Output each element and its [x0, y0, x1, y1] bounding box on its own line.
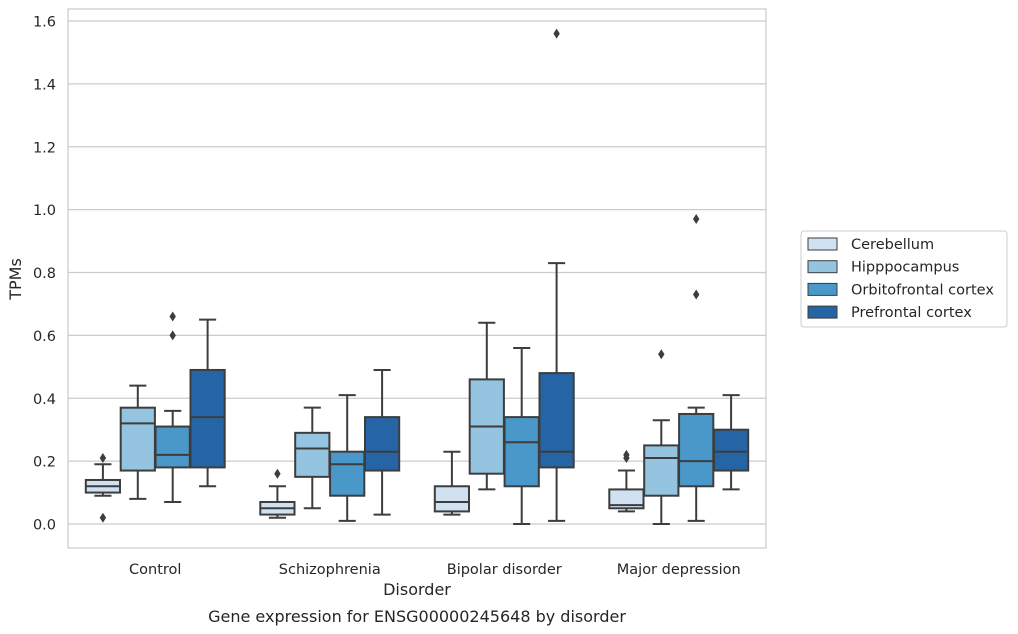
box-group — [433, 450, 471, 516]
y-tick-label: 0.8 — [33, 266, 56, 282]
legend-label: Hipppocampus — [851, 260, 959, 276]
y-tick-label: 0.4 — [33, 392, 56, 408]
y-axis-label: TPMs — [6, 258, 25, 301]
box-group — [538, 28, 575, 522]
legend: Cerebellum Hipppocampus Orbitofrontal cort… — [800, 230, 1008, 328]
box — [538, 372, 575, 469]
y-tick-label: 1.6 — [33, 15, 56, 31]
x-tick-label: Major depression — [617, 562, 741, 578]
legend-swatch — [807, 282, 838, 296]
y-tick-label: 0.0 — [33, 518, 56, 534]
x-tick-label: Bipolar disorder — [447, 562, 562, 578]
box-group — [712, 394, 750, 491]
box — [433, 485, 471, 513]
box-group — [503, 346, 540, 525]
outlier-point — [693, 214, 700, 225]
legend-frame — [800, 230, 1008, 328]
y-tick-label: 0.2 — [33, 455, 56, 471]
box-group — [608, 449, 645, 513]
outlier-point — [169, 330, 176, 341]
outlier-point — [623, 449, 630, 460]
plot-frame — [67, 8, 767, 549]
y-tick-label: 1.2 — [33, 140, 56, 156]
box-group — [84, 452, 122, 523]
legend-label: Orbitofrontal cortex — [851, 282, 994, 298]
box-group — [119, 384, 156, 500]
outlier-point — [99, 512, 107, 523]
legend-label: Prefrontal cortex — [851, 305, 972, 321]
box — [643, 444, 680, 497]
outlier-point — [693, 289, 700, 300]
box — [363, 416, 401, 472]
x-tick-label: Schizophrenia — [279, 562, 381, 578]
outlier-point — [99, 452, 107, 463]
box — [154, 425, 191, 469]
box — [678, 412, 715, 488]
outlier-point — [553, 28, 560, 39]
box — [119, 406, 156, 472]
outlier-point — [274, 468, 281, 479]
box-group — [189, 318, 226, 488]
legend-swatch — [807, 305, 838, 319]
x-axis-label: Disorder — [383, 580, 451, 599]
box — [503, 416, 540, 488]
y-tick-label: 1.0 — [33, 203, 56, 219]
outlier-point — [169, 311, 176, 322]
box — [712, 428, 750, 472]
box-group — [329, 394, 366, 522]
box-group — [468, 321, 505, 491]
box-group — [363, 368, 401, 516]
y-tick-labels: 0.0 0.2 0.4 0.6 0.8 1.0 1.2 1.4 1.6 — [33, 15, 56, 534]
box — [189, 368, 226, 469]
box — [329, 450, 366, 497]
y-tick-label: 0.6 — [33, 329, 56, 345]
box-group — [678, 214, 715, 522]
legend-swatch — [807, 260, 838, 274]
box-group — [294, 406, 331, 510]
box-group — [154, 311, 191, 503]
box — [608, 488, 645, 510]
legend-swatch — [807, 237, 838, 251]
outlier-point — [658, 349, 665, 360]
chart-caption: Gene expression for ENSG00000245648 by d… — [208, 607, 626, 626]
x-tick-labels: Control Schizophrenia Bipolar disorder Majo… — [129, 562, 741, 578]
legend-label: Cerebellum — [851, 237, 934, 253]
box-group — [643, 349, 680, 525]
box — [294, 431, 331, 478]
box-group — [259, 468, 296, 519]
y-tick-label: 1.4 — [33, 77, 56, 93]
boxes — [84, 28, 750, 525]
x-tick-label: Control — [129, 562, 181, 578]
